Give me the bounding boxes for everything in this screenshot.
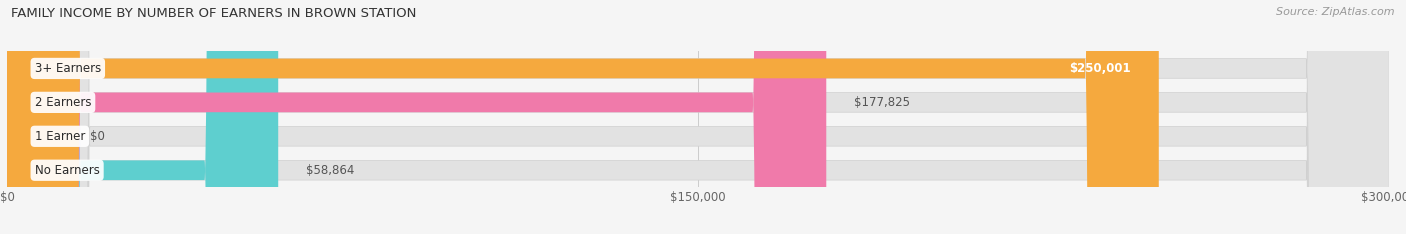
Text: $177,825: $177,825 bbox=[853, 96, 910, 109]
Text: $250,001: $250,001 bbox=[1070, 62, 1132, 75]
FancyBboxPatch shape bbox=[7, 0, 1389, 234]
FancyBboxPatch shape bbox=[7, 0, 1389, 234]
Text: No Earners: No Earners bbox=[35, 164, 100, 177]
FancyBboxPatch shape bbox=[7, 0, 827, 234]
Text: 2 Earners: 2 Earners bbox=[35, 96, 91, 109]
FancyBboxPatch shape bbox=[0, 0, 80, 234]
FancyBboxPatch shape bbox=[7, 0, 1159, 234]
Text: $0: $0 bbox=[90, 130, 105, 143]
Text: 1 Earner: 1 Earner bbox=[35, 130, 84, 143]
FancyBboxPatch shape bbox=[7, 0, 1389, 234]
FancyBboxPatch shape bbox=[7, 0, 278, 234]
Text: 3+ Earners: 3+ Earners bbox=[35, 62, 101, 75]
FancyBboxPatch shape bbox=[7, 0, 1389, 234]
Text: FAMILY INCOME BY NUMBER OF EARNERS IN BROWN STATION: FAMILY INCOME BY NUMBER OF EARNERS IN BR… bbox=[11, 7, 416, 20]
Text: Source: ZipAtlas.com: Source: ZipAtlas.com bbox=[1277, 7, 1395, 17]
Text: $58,864: $58,864 bbox=[307, 164, 354, 177]
